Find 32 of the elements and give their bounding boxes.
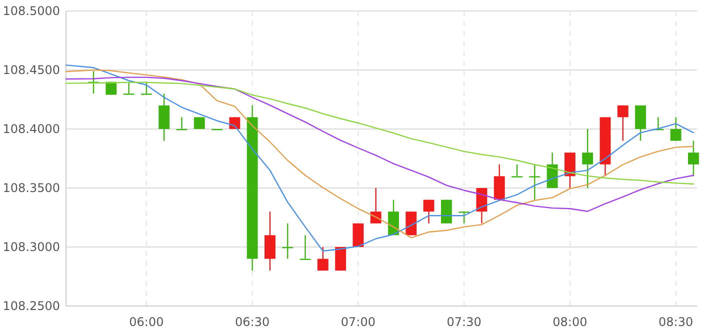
y-tick-label: 108.5000 — [2, 4, 60, 18]
candlestick — [529, 164, 540, 200]
y-tick-label: 108.3500 — [2, 181, 60, 196]
x-tick-label: 08:30 — [658, 315, 694, 329]
line-series — [65, 76, 694, 212]
candlestick — [582, 128, 594, 189]
candlestick — [317, 246, 328, 272]
candlestick — [512, 164, 522, 178]
candlestick — [494, 164, 505, 200]
candlestick — [423, 199, 434, 224]
candlestick — [617, 104, 628, 142]
y-tick-label: 108.4000 — [2, 122, 60, 136]
candlestick — [370, 187, 382, 224]
x-tick-label: 08:00 — [552, 315, 588, 329]
candlestick — [458, 211, 470, 224]
x-tick-label: 06:30 — [235, 315, 270, 329]
y-tick-label: 108.4500 — [2, 63, 60, 78]
y-tick-label: 108.2500 — [2, 299, 60, 314]
y-tick-label: 108.3000 — [2, 240, 60, 254]
candlestick — [440, 199, 452, 224]
x-tick-label: 07:30 — [446, 315, 482, 329]
x-tick-label: 06:00 — [129, 315, 164, 329]
candlestick — [140, 81, 152, 95]
candlestick — [264, 211, 276, 272]
candlestick — [158, 93, 170, 142]
candlestick — [123, 81, 134, 95]
candlestick — [670, 116, 682, 142]
candlestick — [335, 246, 346, 272]
candlestick — [688, 140, 699, 177]
x-tick-label: 07:00 — [340, 315, 376, 329]
candlestick — [564, 152, 576, 189]
candlestick — [635, 104, 646, 142]
